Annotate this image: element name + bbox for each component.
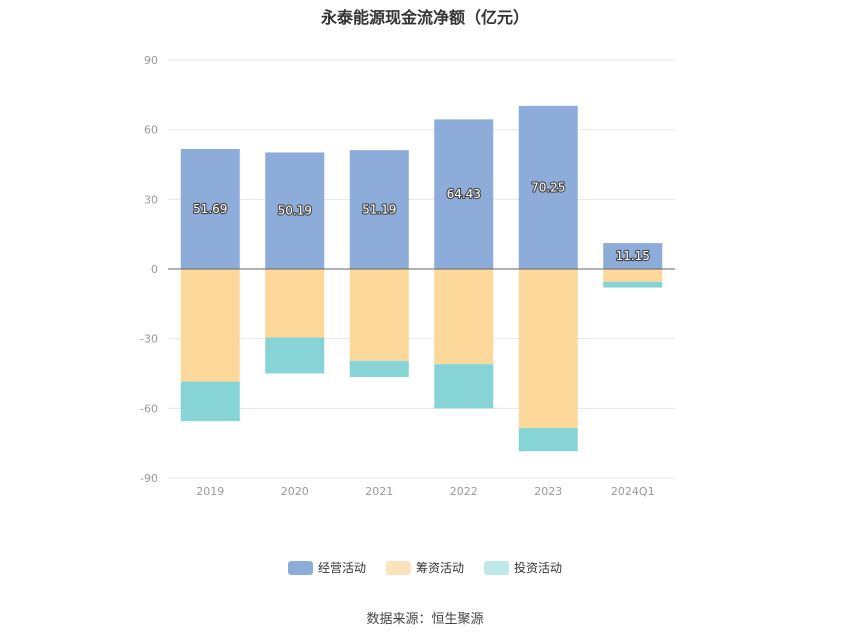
y-tick-label: 0	[151, 263, 158, 276]
bar-financing	[180, 269, 240, 382]
y-tick-label: 60	[144, 124, 158, 137]
y-tick-label: 90	[144, 54, 158, 67]
bar-layer	[180, 105, 663, 452]
bar-investing	[349, 360, 409, 377]
data-label: 64.43	[447, 187, 481, 201]
x-tick-label: 2023	[534, 485, 562, 498]
data-label: 50.19	[278, 204, 312, 218]
bar-financing	[349, 269, 409, 361]
label-layer: 51.69 50.19 51.19 64.43 70.25 11.15	[192, 179, 651, 264]
legend-label-financing: 筹资活动	[415, 561, 464, 575]
x-tick-label: 2024Q1	[611, 485, 655, 498]
legend-swatch-operating	[287, 560, 313, 575]
y-tick-label: -30	[140, 333, 158, 346]
bar-operating	[265, 152, 325, 269]
data-label: 70.25	[531, 180, 565, 194]
y-tick-label: -90	[140, 472, 158, 485]
y-tick-label: 30	[144, 193, 158, 206]
bar-financing	[603, 269, 663, 282]
legend-item-financing[interactable]: 筹资活动	[385, 559, 464, 576]
bar-investing	[603, 281, 663, 288]
bar-operating	[603, 243, 663, 269]
chart-area: 90 60 30 0 -30 -60 -90 2019 2020 2021 2022 2023 2024…	[140, 54, 675, 498]
legend: 经营活动 筹资活动 投资活动	[0, 559, 850, 576]
legend-item-investing[interactable]: 投资活动	[484, 559, 562, 576]
bar-investing	[265, 337, 325, 374]
x-tick-label: 2022	[450, 485, 478, 498]
bar-financing	[434, 269, 494, 365]
bar-operating	[434, 119, 494, 270]
bar-operating	[518, 105, 578, 269]
bar-operating	[180, 148, 240, 269]
bar-investing	[518, 428, 578, 452]
legend-swatch-investing	[484, 560, 509, 575]
axis-layer: 90 60 30 0 -30 -60 -90 2019 2020 2021 2022 2023 2024…	[140, 54, 675, 498]
data-label: 51.69	[193, 202, 227, 216]
legend-label-investing: 投资活动	[514, 561, 563, 575]
bar-investing	[434, 364, 494, 409]
source-text: 数据来源：恒生聚源	[366, 612, 484, 627]
legend-item-operating[interactable]: 经营活动	[287, 559, 366, 576]
grid-layer	[168, 59, 675, 479]
legend-swatch-financing	[385, 560, 411, 575]
x-tick-label: 2020	[281, 485, 309, 498]
data-label: 11.15	[616, 249, 650, 263]
data-label: 51.19	[362, 203, 396, 217]
legend-label-operating: 经营活动	[317, 561, 366, 575]
x-tick-label: 2019	[196, 485, 224, 498]
x-tick-label: 2021	[365, 485, 393, 498]
chart-title: 永泰能源现金流净额（亿元）	[320, 8, 529, 27]
bar-financing	[265, 269, 325, 338]
y-tick-label: -60	[140, 402, 158, 415]
bar-financing	[518, 269, 578, 429]
bar-operating	[349, 150, 409, 269]
bar-investing	[180, 381, 240, 422]
